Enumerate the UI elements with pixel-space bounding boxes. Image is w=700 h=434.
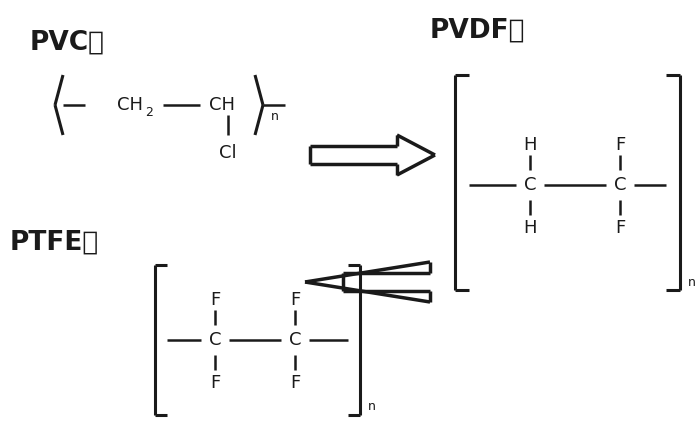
Text: H: H bbox=[524, 136, 537, 154]
Text: CH: CH bbox=[209, 96, 235, 114]
Text: F: F bbox=[615, 219, 625, 237]
Text: C: C bbox=[209, 331, 221, 349]
Text: C: C bbox=[614, 176, 626, 194]
Text: n: n bbox=[368, 401, 376, 414]
Text: n: n bbox=[271, 111, 279, 124]
Text: F: F bbox=[290, 374, 300, 392]
Text: F: F bbox=[210, 291, 220, 309]
Text: C: C bbox=[288, 331, 301, 349]
Text: F: F bbox=[615, 136, 625, 154]
Text: n: n bbox=[688, 276, 696, 289]
Text: H: H bbox=[524, 219, 537, 237]
Text: F: F bbox=[290, 291, 300, 309]
Text: PTFE：: PTFE： bbox=[10, 230, 99, 256]
Text: Cl: Cl bbox=[219, 144, 237, 162]
Text: PVDF：: PVDF： bbox=[430, 18, 526, 44]
Text: CH: CH bbox=[117, 96, 143, 114]
Text: F: F bbox=[210, 374, 220, 392]
Text: 2: 2 bbox=[145, 106, 153, 119]
Text: C: C bbox=[524, 176, 536, 194]
Text: PVC：: PVC： bbox=[30, 30, 105, 56]
